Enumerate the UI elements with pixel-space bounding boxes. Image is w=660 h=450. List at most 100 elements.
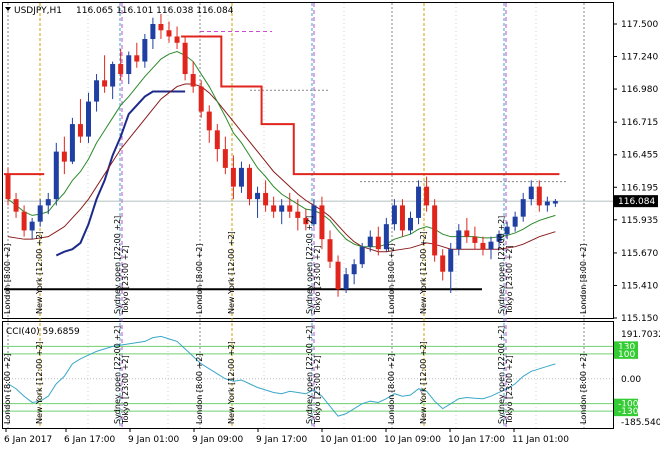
collapse-arrow-icon[interactable]: [5, 7, 11, 11]
candlestick[interactable]: [174, 26, 180, 50]
candlestick[interactable]: [142, 34, 148, 68]
candlestick[interactable]: [126, 51, 132, 85]
candlestick[interactable]: [238, 161, 244, 193]
candle-body: [174, 36, 180, 43]
candlestick[interactable]: [230, 155, 236, 200]
candle-body: [37, 205, 43, 222]
candle-body: [416, 186, 422, 218]
candlestick[interactable]: [295, 199, 301, 231]
candlestick[interactable]: [118, 49, 124, 81]
candlestick[interactable]: [424, 176, 430, 212]
candlestick[interactable]: [544, 196, 550, 212]
candlestick[interactable]: [464, 217, 470, 243]
candlestick[interactable]: [198, 80, 204, 118]
session-label: Sydney open [22:00 +2]: [305, 326, 314, 424]
candlestick[interactable]: [432, 199, 438, 262]
candle-body: [5, 174, 11, 200]
candlestick[interactable]: [359, 242, 365, 268]
price-axis: 117.500 117.240 116.980 116.715 116.455 116.1…: [613, 20, 660, 428]
candlestick[interactable]: [182, 36, 188, 81]
candlestick[interactable]: [158, 13, 164, 40]
candlestick[interactable]: [496, 230, 502, 250]
candlestick[interactable]: [343, 267, 349, 293]
candlestick[interactable]: [536, 180, 542, 212]
candlestick[interactable]: [440, 249, 446, 281]
candlestick[interactable]: [13, 192, 19, 218]
candlestick[interactable]: [110, 61, 116, 100]
candlestick[interactable]: [319, 196, 325, 250]
cci-level-tag-box: [614, 406, 638, 417]
candlestick[interactable]: [311, 199, 317, 227]
candlestick[interactable]: [351, 259, 357, 285]
candle-body: [327, 239, 333, 262]
candlestick[interactable]: [263, 180, 269, 212]
candlestick[interactable]: [45, 192, 51, 215]
candlestick[interactable]: [399, 199, 405, 237]
candlestick[interactable]: [367, 230, 373, 252]
candlestick[interactable]: [335, 255, 341, 297]
candlestick[interactable]: [86, 92, 91, 143]
session-label: Sydney open [22:00 +2]: [497, 216, 506, 314]
candle-body: [303, 217, 309, 225]
trailing-stop-red: [3, 35, 560, 176]
candlestick[interactable]: [206, 105, 212, 143]
candlestick[interactable]: [166, 21, 172, 43]
session-label: New York [12:00 +2]: [35, 341, 44, 424]
candlestick[interactable]: [408, 211, 413, 235]
candlestick[interactable]: [37, 199, 43, 227]
candlestick[interactable]: [190, 61, 196, 93]
candle-body: [77, 124, 83, 137]
candlestick[interactable]: [520, 192, 526, 222]
candle-body: [440, 255, 446, 272]
candle-body: [480, 242, 486, 250]
candlestick[interactable]: [222, 136, 228, 175]
candlestick[interactable]: [303, 209, 309, 231]
candlestick[interactable]: [5, 167, 11, 206]
candlestick[interactable]: [21, 205, 27, 237]
candlestick[interactable]: [512, 211, 518, 232]
candlestick-series: [5, 13, 558, 297]
cci-level-tag-label: -130: [618, 407, 639, 417]
candle-body: [53, 151, 59, 200]
session-label: London [8:00 +2]: [387, 354, 396, 424]
candle-body: [287, 205, 293, 212]
candlestick[interactable]: [247, 164, 252, 206]
candlestick[interactable]: [69, 117, 75, 165]
cci-indicator: [3, 335, 613, 417]
candlestick[interactable]: [255, 186, 261, 218]
candlestick[interactable]: [504, 221, 510, 240]
candlestick[interactable]: [77, 99, 83, 143]
candlestick[interactable]: [456, 224, 462, 256]
candlestick[interactable]: [279, 199, 285, 225]
candlestick[interactable]: [61, 136, 67, 175]
candlestick[interactable]: [287, 192, 293, 218]
candle-body: [311, 205, 317, 225]
bid-price-box: [614, 195, 658, 208]
candlestick[interactable]: [448, 242, 454, 293]
candlestick[interactable]: [480, 236, 486, 256]
time-tick-label: 6 Jan 17:00: [64, 435, 116, 445]
time-tick-label: 9 Jan 01:00: [128, 435, 180, 445]
candlestick[interactable]: [488, 236, 494, 260]
candlestick[interactable]: [53, 142, 59, 206]
candlestick[interactable]: [214, 124, 220, 162]
candlestick[interactable]: [29, 217, 35, 240]
candlestick[interactable]: [134, 42, 140, 68]
candlestick[interactable]: [391, 199, 397, 231]
candlestick[interactable]: [102, 55, 108, 93]
cci-title: CCI(40) 59.6859: [6, 327, 80, 337]
candlestick[interactable]: [472, 226, 478, 250]
candlestick[interactable]: [552, 199, 558, 207]
candlestick[interactable]: [383, 217, 389, 252]
candlestick[interactable]: [528, 180, 534, 206]
candlestick[interactable]: [150, 17, 156, 50]
candlestick[interactable]: [375, 226, 381, 256]
candle-body: [214, 130, 220, 150]
candlestick[interactable]: [94, 74, 100, 112]
trailing-stop-lines: [3, 35, 560, 257]
candlestick[interactable]: [271, 196, 277, 218]
candle-body: [110, 64, 116, 87]
candlestick[interactable]: [416, 180, 422, 225]
candlestick[interactable]: [327, 230, 333, 268]
